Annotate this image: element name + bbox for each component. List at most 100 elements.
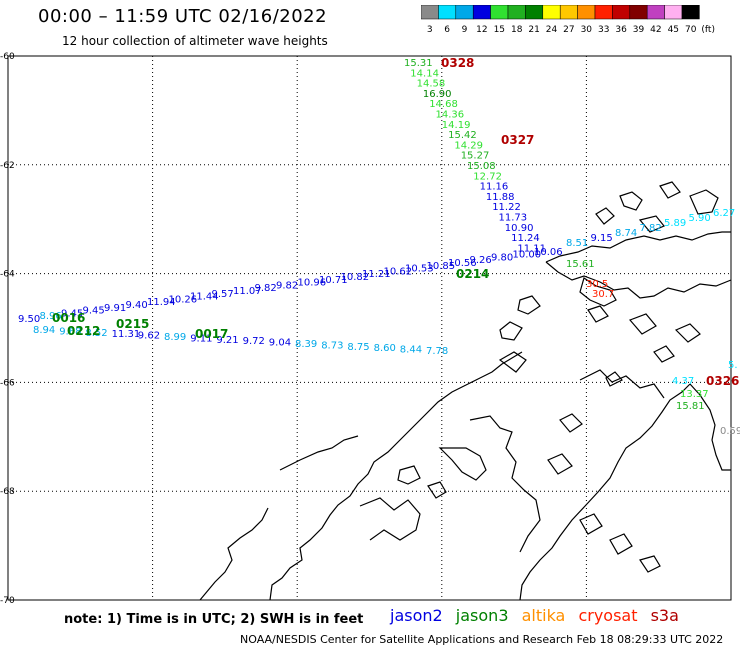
swh-value: 10.90 (505, 223, 534, 234)
swh-value: 0017 (195, 327, 228, 341)
swh-value: 0016 (52, 311, 85, 325)
coastline (659, 181, 681, 199)
swh-value: 7.82 (640, 223, 662, 234)
swh-value: 8.96 (40, 311, 62, 322)
swh-value: 16.90 (423, 89, 452, 100)
scale-label: 30 (581, 25, 593, 35)
coastline (628, 313, 657, 335)
swh-value: 8.51 (566, 238, 588, 249)
swh-value: 9.04 (269, 338, 291, 349)
scale-label: 15 (494, 25, 505, 35)
coastline (427, 481, 447, 499)
coastline (519, 383, 691, 601)
scale-swatch (681, 5, 700, 20)
swh-value: 15.61 (566, 259, 595, 270)
swh-value: 11.24 (511, 233, 540, 244)
swh-value: 8.73 (321, 340, 343, 351)
scale-unit: (ft) (701, 25, 715, 35)
scale-label: 45 (668, 25, 679, 35)
coastline (545, 231, 731, 263)
swh-value: 30.5 (586, 279, 608, 290)
coastline (279, 435, 359, 471)
swh-value: 11.88 (486, 192, 515, 203)
swh-value: 10.26 (169, 294, 198, 305)
swh-value: 11.16 (480, 182, 509, 193)
swh-value: 5. (728, 360, 738, 371)
coastline (619, 191, 643, 211)
coastline (653, 345, 675, 363)
scale-label: 70 (685, 25, 697, 35)
scale-label: 6 (444, 25, 450, 35)
map-frame (7, 55, 732, 601)
scale-label: 12 (476, 25, 487, 35)
swh-value: 14.36 (436, 110, 465, 121)
swh-value: 15.27 (461, 151, 490, 162)
lat-tick-label: -64 (0, 270, 15, 280)
swh-value: 11.21 (362, 269, 391, 280)
legend-jason3: jason3 (455, 606, 509, 625)
swh-value: 9.21 (216, 335, 238, 346)
coastline (545, 261, 732, 299)
altimeter-map: -60-62-64-66-68-70-75-72-69-66-63-6015.3… (0, 52, 740, 605)
map-subtitle: 12 hour collection of altimeter wave hei… (62, 34, 328, 48)
swh-value: 7.78 (426, 346, 448, 357)
legend-cryosat: cryosat (578, 606, 638, 625)
swh-value: 5.89 (664, 218, 686, 229)
swh-value: 15.42 (448, 130, 477, 141)
scale-label: 39 (633, 25, 645, 35)
swh-value: 8.99 (164, 332, 186, 343)
swh-value: 9.15 (591, 233, 613, 244)
scale-label: 27 (563, 25, 574, 35)
swh-value: 9.57 (212, 289, 234, 300)
satellite-legend: jason2 jason3 altika cryosat s3a (390, 606, 687, 625)
footnote: note: 1) Time is in UTC; 2) SWH is in fe… (64, 612, 364, 627)
scale-label: 21 (528, 25, 539, 35)
swh-value: 9.50 (18, 314, 40, 325)
swh-value: 10.00 (513, 250, 542, 261)
scale-label: 33 (598, 25, 609, 35)
swh-value: 0.59 (720, 426, 740, 437)
swh-value: 10.62 (384, 266, 413, 277)
coastline (498, 351, 527, 373)
coastline (359, 497, 421, 541)
swh-value: 9.45 (61, 308, 83, 319)
coastline (579, 369, 665, 399)
swh-value: 11.94 (147, 297, 176, 308)
scale-label: 36 (615, 25, 627, 35)
coastline (438, 447, 487, 481)
swh-value: 11.31 (112, 329, 141, 340)
swh-value: 10.06 (534, 247, 563, 258)
swh-value: 0326 (706, 374, 739, 388)
coastline (517, 295, 541, 315)
map-title: 00:00 – 11:59 UTC 02/16/2022 (38, 6, 328, 27)
scale-label: 42 (650, 25, 661, 35)
swh-value: 0327 (501, 133, 534, 147)
swh-value: 10.56 (448, 258, 477, 269)
scale-label: 3 (427, 25, 433, 35)
swh-value: 8.74 (615, 228, 637, 239)
coastline (609, 533, 633, 555)
swh-value: 9.72 (243, 336, 265, 347)
swh-value: 10.96 (298, 278, 327, 289)
lat-tick-label: -66 (0, 378, 15, 388)
lat-tick-label: -70 (0, 596, 15, 605)
coastline (579, 513, 603, 535)
coastline (638, 215, 665, 233)
swh-value: 14.68 (429, 99, 458, 110)
swh-value: 14.58 (417, 79, 446, 90)
legend-jason2: jason2 (390, 606, 443, 625)
legend-s3a: s3a (650, 606, 679, 625)
swh-value: 0214 (456, 267, 489, 281)
swh-value: 9.82 (255, 283, 277, 294)
coastline (199, 507, 269, 601)
swh-value: 15.81 (676, 401, 705, 412)
swh-value: 9.80 (491, 252, 513, 263)
swh-value: 9.11 (190, 333, 212, 344)
swh-value: 8.52 (85, 328, 107, 339)
swh-value: 14.29 (454, 140, 483, 151)
swh-value: 8.75 (347, 342, 369, 353)
coastline (689, 383, 731, 471)
coastline (397, 465, 421, 485)
swh-value: 8.44 (400, 345, 422, 356)
coastline (595, 207, 615, 225)
